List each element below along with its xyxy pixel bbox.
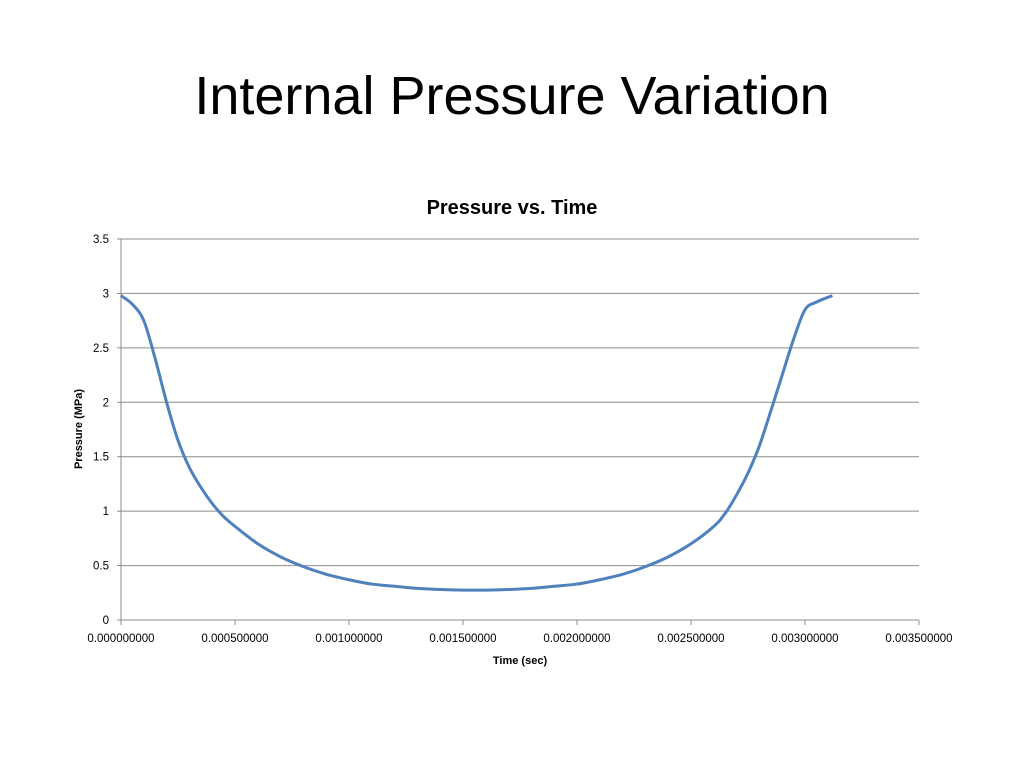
axes [117, 238, 920, 625]
y-axis-title: Pressure (MPa) [73, 389, 85, 469]
x-tick-label: 0.003500000 [885, 633, 952, 645]
chart-title: Pressure vs. Time [427, 197, 598, 219]
x-tick-label: 0.001500000 [429, 633, 496, 645]
y-tick-label: 2.5 [93, 343, 109, 355]
y-tick-label: 0 [103, 615, 109, 627]
y-tick-label: 1 [103, 506, 109, 518]
x-axis-title: Time (sec) [493, 655, 548, 667]
slide-title: Internal Pressure Variation [194, 66, 830, 126]
series-line [120, 294, 833, 592]
y-tick-label: 1.5 [93, 452, 109, 464]
y-tick-label: 0.5 [93, 561, 109, 573]
y-tick-label: 3.5 [93, 234, 109, 246]
y-tick-label: 2 [103, 397, 109, 409]
series-layer [120, 294, 833, 592]
x-tick-label: 0.002000000 [543, 633, 610, 645]
x-tick-label: 0.000500000 [201, 633, 268, 645]
x-tick-label: 0.002500000 [657, 633, 724, 645]
x-tick-label: 0.001000000 [315, 633, 382, 645]
x-tick-label: 0.000000000 [87, 633, 154, 645]
y-tick-label: 3 [103, 288, 109, 300]
x-tick-label: 0.003000000 [771, 633, 838, 645]
y-tick-labels: 0 0.5 1 1.5 2 2.5 3 3.5 [93, 234, 109, 627]
gridlines [121, 238, 919, 567]
x-tick-labels: 0.000000000 0.000500000 0.001000000 0.00150… [87, 633, 952, 645]
